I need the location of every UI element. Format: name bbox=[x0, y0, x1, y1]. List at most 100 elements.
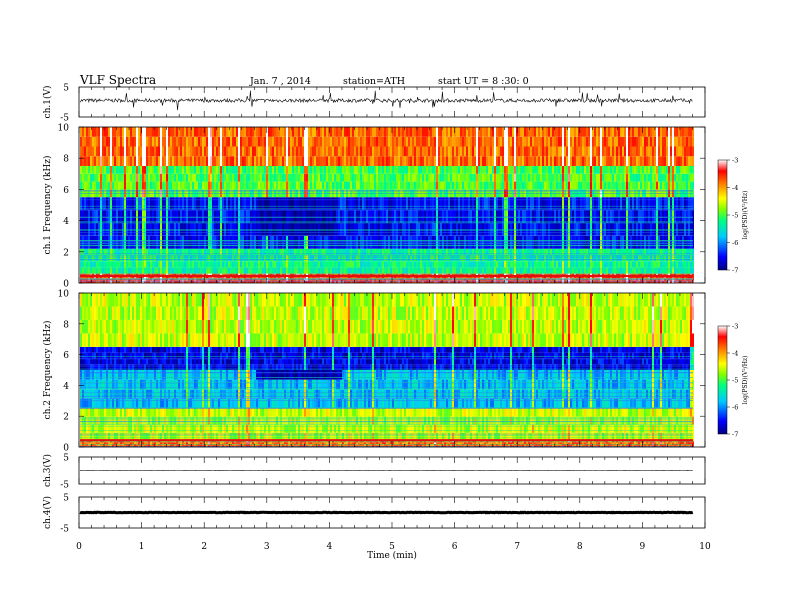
spectrogram-cell bbox=[456, 182, 458, 190]
spectrogram-cell bbox=[538, 174, 540, 182]
spectrogram-cell bbox=[324, 174, 326, 182]
spectrogram-cell bbox=[110, 127, 112, 137]
spectrogram-cell bbox=[234, 166, 236, 174]
spectrogram-cell bbox=[256, 156, 258, 166]
spectrogram-cell bbox=[522, 174, 524, 182]
spectrogram-cell bbox=[264, 166, 266, 174]
spectrogram-cell bbox=[322, 127, 324, 137]
spectrogram-cell bbox=[384, 261, 386, 267]
spectrogram-cell bbox=[188, 197, 190, 210]
spectrogram-cell bbox=[286, 182, 288, 190]
spectrogram-cell bbox=[126, 236, 128, 249]
spectrogram-cell bbox=[192, 127, 194, 137]
spectrogram-cell bbox=[456, 255, 458, 261]
spectrogram-cell bbox=[286, 137, 288, 147]
spectrogram-cell bbox=[316, 137, 318, 147]
spectrogram-cell bbox=[222, 156, 224, 166]
spectrogram-cell bbox=[378, 156, 380, 166]
spectrogram-cell bbox=[310, 236, 312, 249]
spectrogram-cell bbox=[306, 197, 308, 210]
spectrogram-cell bbox=[366, 137, 368, 147]
spectrogram-cell bbox=[406, 210, 408, 223]
spectrogram-cell bbox=[84, 147, 86, 157]
spectrogram-cell bbox=[434, 174, 436, 182]
spectrogram-cell bbox=[90, 156, 92, 166]
spectrogram-cell bbox=[516, 255, 518, 261]
spectrogram-cell bbox=[340, 210, 342, 223]
spectrogram-cell bbox=[116, 166, 118, 174]
spectrogram-cell bbox=[182, 127, 184, 137]
spectrogram-cell bbox=[104, 174, 106, 182]
spectrogram-cell bbox=[470, 147, 472, 157]
spectrogram-cell bbox=[178, 182, 180, 190]
spectrogram-cell bbox=[312, 255, 314, 261]
spectrogram-cell bbox=[288, 127, 290, 137]
spectrogram-cell bbox=[128, 255, 130, 261]
spectrogram-cell bbox=[178, 210, 180, 223]
spectrogram-cell bbox=[452, 261, 454, 267]
spectrogram-cell bbox=[466, 210, 468, 223]
spectrogram-cell bbox=[130, 210, 132, 223]
spectrogram-cell bbox=[502, 182, 504, 190]
spectrogram-cell bbox=[358, 261, 360, 267]
spectrogram-cell bbox=[144, 210, 146, 223]
spectrogram-cell bbox=[458, 127, 460, 137]
spectrogram-cell bbox=[524, 197, 526, 210]
spectrogram-cell bbox=[420, 156, 422, 166]
spectrogram-cell bbox=[456, 174, 458, 182]
spectrogram-cell bbox=[392, 210, 394, 223]
spectrogram-cell bbox=[206, 127, 208, 137]
spectrogram-cell bbox=[268, 147, 270, 157]
spectrogram-cell bbox=[96, 147, 98, 157]
spectrogram-cell bbox=[376, 156, 378, 166]
spectrogram-cell bbox=[516, 147, 518, 157]
spectrogram-cell bbox=[412, 261, 414, 267]
spectrogram-cell bbox=[320, 210, 322, 223]
spectrogram-cell bbox=[520, 255, 522, 261]
spectrogram-cell bbox=[222, 137, 224, 147]
spectrogram-cell bbox=[472, 137, 474, 147]
spectrogram-cell bbox=[136, 137, 138, 147]
spectrogram-cell bbox=[220, 147, 222, 157]
spectrogram-cell bbox=[220, 182, 222, 190]
spectrogram-cell bbox=[276, 210, 278, 223]
spectrogram-cell bbox=[194, 174, 196, 182]
spectrogram-cell bbox=[106, 182, 108, 190]
spectrogram-cell bbox=[404, 255, 406, 261]
spectrogram-cell bbox=[468, 182, 470, 190]
spectrogram-cell bbox=[84, 166, 86, 174]
spectrogram-cell bbox=[210, 210, 212, 223]
spectrogram-cell bbox=[350, 137, 352, 147]
spectrogram-cell bbox=[118, 210, 120, 223]
spectrogram-cell bbox=[240, 236, 242, 249]
spectrogram-cell bbox=[428, 210, 430, 223]
spectrogram-cell bbox=[190, 255, 192, 261]
spectrogram-cell bbox=[322, 197, 324, 210]
spectrogram-cell bbox=[436, 197, 438, 210]
spectrogram-cell bbox=[464, 137, 466, 147]
spectrogram-cell bbox=[304, 147, 306, 157]
spectrogram-cell bbox=[398, 127, 400, 137]
spectrogram-cell bbox=[168, 255, 170, 261]
spectrogram-cell bbox=[346, 174, 348, 182]
spectrogram-cell bbox=[510, 182, 512, 190]
spectrogram-cell bbox=[418, 236, 420, 249]
spectrogram-cell bbox=[100, 166, 102, 174]
spectrogram-cell bbox=[156, 182, 158, 190]
spectrogram-cell bbox=[118, 156, 120, 166]
spectrogram-cell bbox=[86, 127, 88, 137]
spectrogram-cell bbox=[490, 197, 492, 210]
spectrogram-cell bbox=[232, 236, 234, 249]
spectrogram-cell bbox=[324, 261, 326, 267]
spectrogram-cell bbox=[452, 137, 454, 147]
spectrogram-cell bbox=[94, 127, 96, 137]
spectrogram-cell bbox=[324, 166, 326, 174]
spectrogram-cell bbox=[510, 147, 512, 157]
spectrogram-cell bbox=[406, 261, 408, 267]
spectrogram-cell bbox=[242, 166, 244, 174]
spectrogram-cell bbox=[234, 182, 236, 190]
spectrogram-cell bbox=[166, 166, 168, 174]
spectrogram-cell bbox=[412, 166, 414, 174]
spectrogram-cell bbox=[340, 174, 342, 182]
spectrogram-cell bbox=[328, 197, 330, 210]
